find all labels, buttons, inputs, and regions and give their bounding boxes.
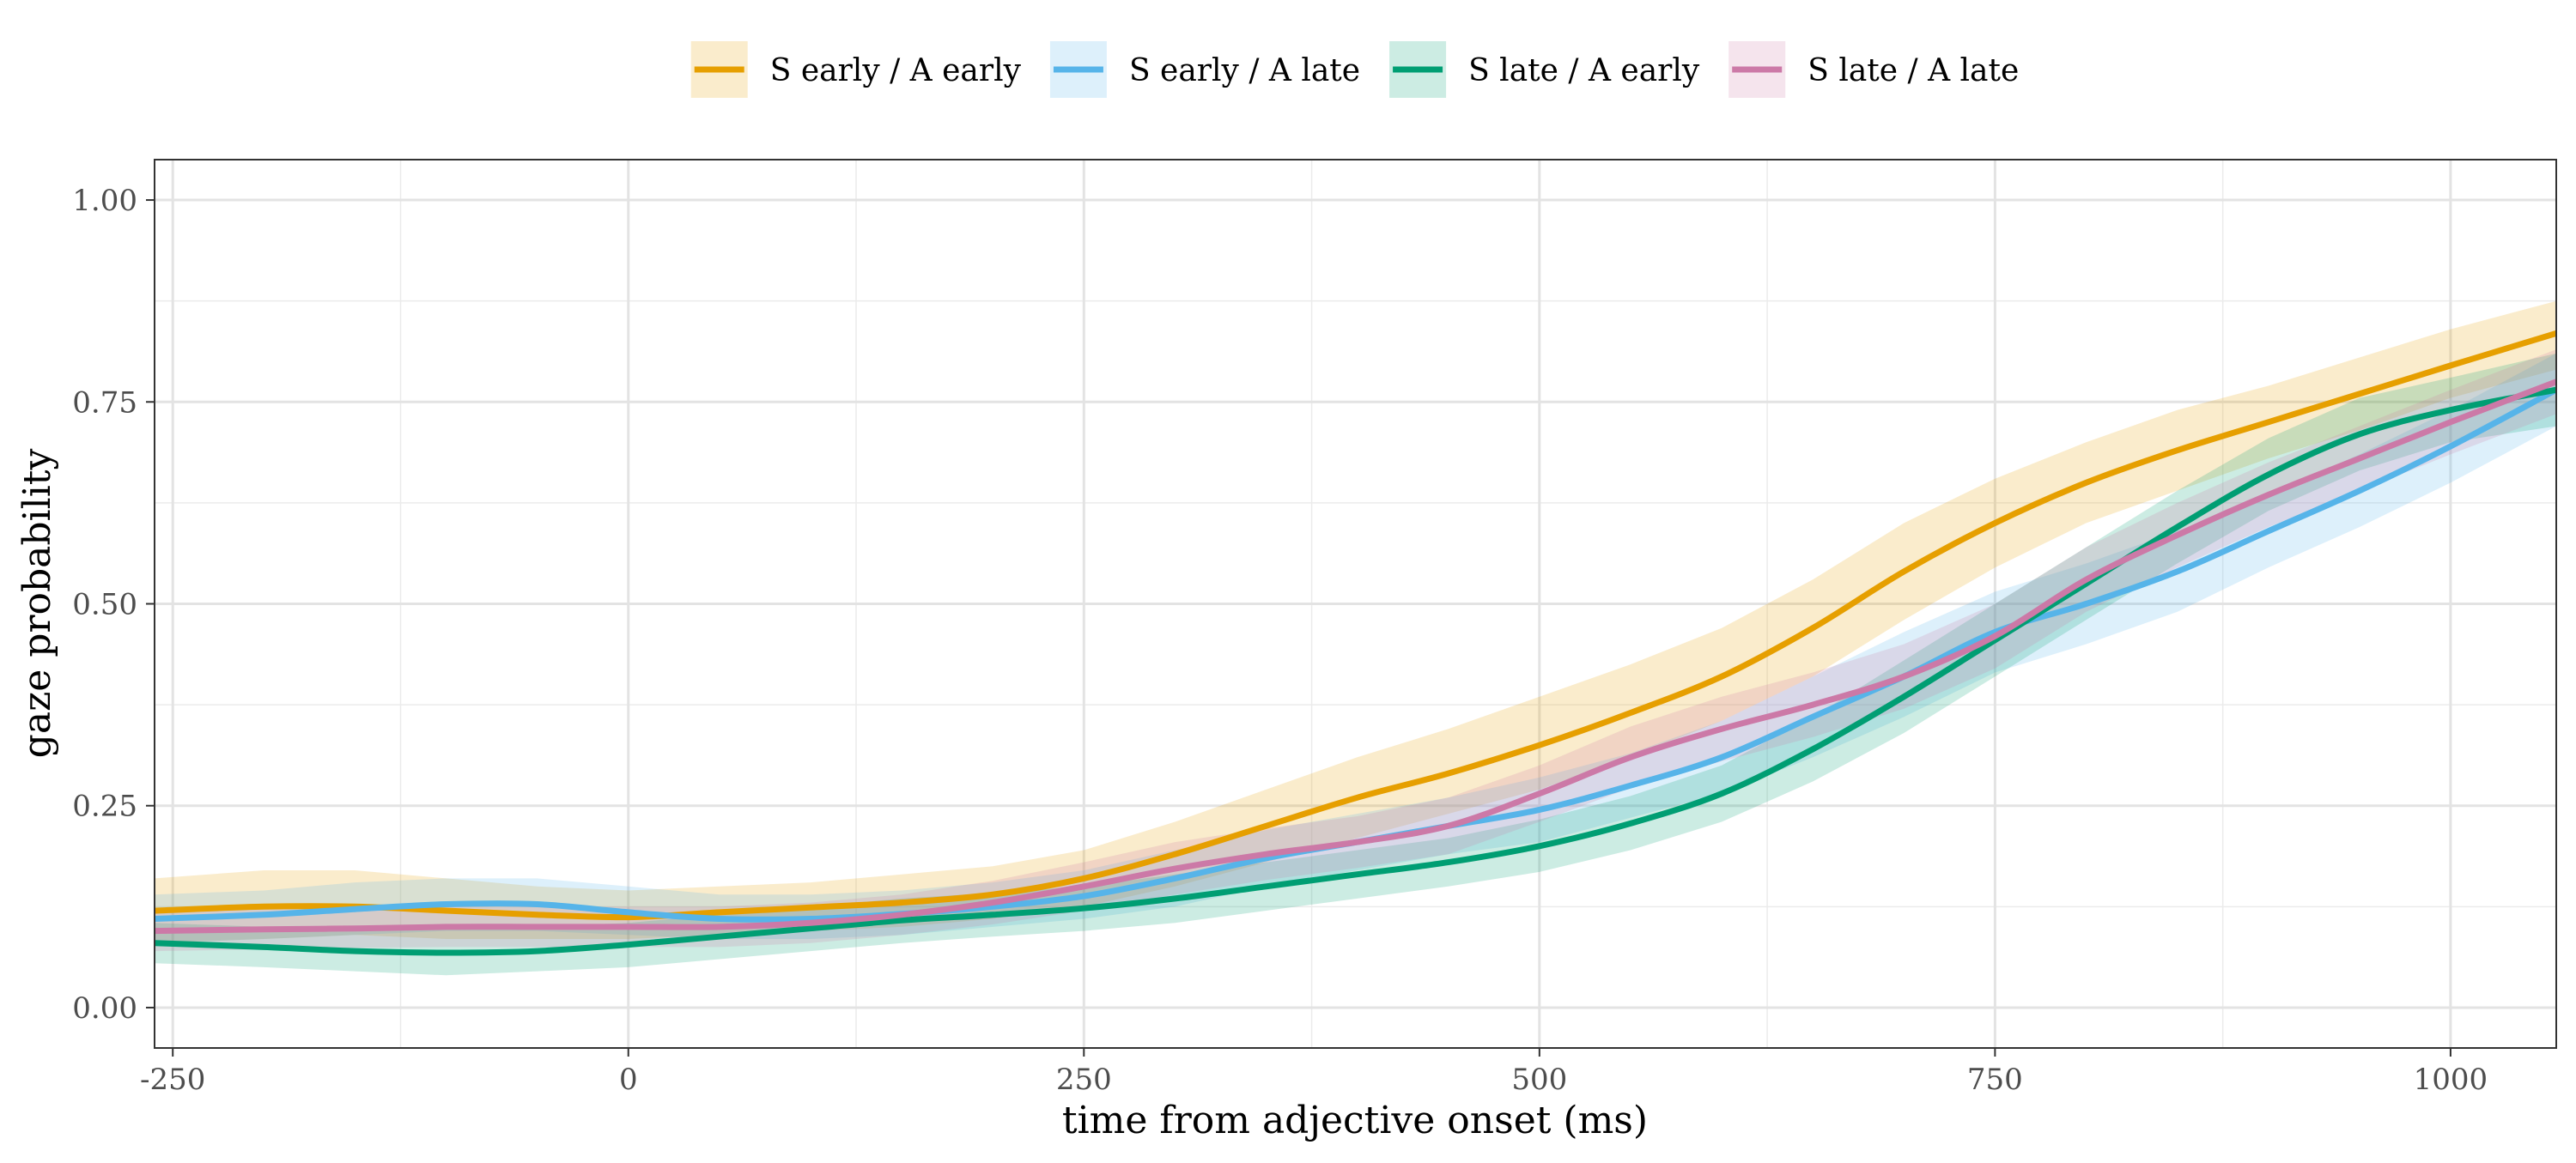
x-tick-label: 1000	[2414, 1063, 2488, 1097]
x-tick-label: 0	[619, 1063, 638, 1097]
y-tick-label: 0.50	[72, 588, 137, 622]
y-axis: 0.00 0.25 0.50 0.75 1.00	[72, 184, 155, 1026]
legend-label: S early / A early	[770, 53, 1022, 88]
legend-label: S late / A late	[1807, 53, 2019, 88]
legend-item: S late / A late	[1728, 41, 2019, 98]
confidence-ribbons	[155, 300, 2556, 976]
line-series-1	[155, 330, 2556, 921]
legend-label: S early / A late	[1129, 53, 1360, 88]
ribbon-series-1	[155, 300, 2556, 943]
y-tick-label: 1.00	[72, 184, 137, 218]
x-axis-title: time from adjective onset (ms)	[1062, 1099, 1648, 1142]
major-gridlines	[155, 160, 2556, 1048]
ribbon-series-2	[155, 353, 2556, 943]
legend-label: S late / A early	[1468, 53, 1700, 88]
series-lines	[155, 330, 2556, 956]
y-tick-label: 0.00	[72, 991, 137, 1026]
line-series-4	[155, 379, 2556, 935]
legend-item: S early / A late	[1049, 41, 1360, 98]
legend: S early / A early S early / A late S late …	[690, 41, 2019, 98]
y-tick-label: 0.75	[72, 385, 137, 420]
legend-item: S late / A early	[1389, 41, 1700, 98]
line-series-3	[155, 386, 2556, 956]
x-tick-label: -250	[140, 1063, 205, 1097]
y-axis-title: gaze probability	[15, 449, 59, 759]
x-tick-label: 500	[1511, 1063, 1567, 1097]
y-tick-label: 0.25	[72, 790, 137, 824]
x-axis: -250 0 250 500 750 1000	[140, 1048, 2488, 1097]
legend-item: S early / A early	[690, 41, 1022, 98]
x-tick-label: 750	[1967, 1063, 2023, 1097]
ribbon-series-4	[155, 349, 2556, 952]
x-tick-label: 250	[1056, 1063, 1112, 1097]
ribbon-series-3	[155, 353, 2556, 976]
